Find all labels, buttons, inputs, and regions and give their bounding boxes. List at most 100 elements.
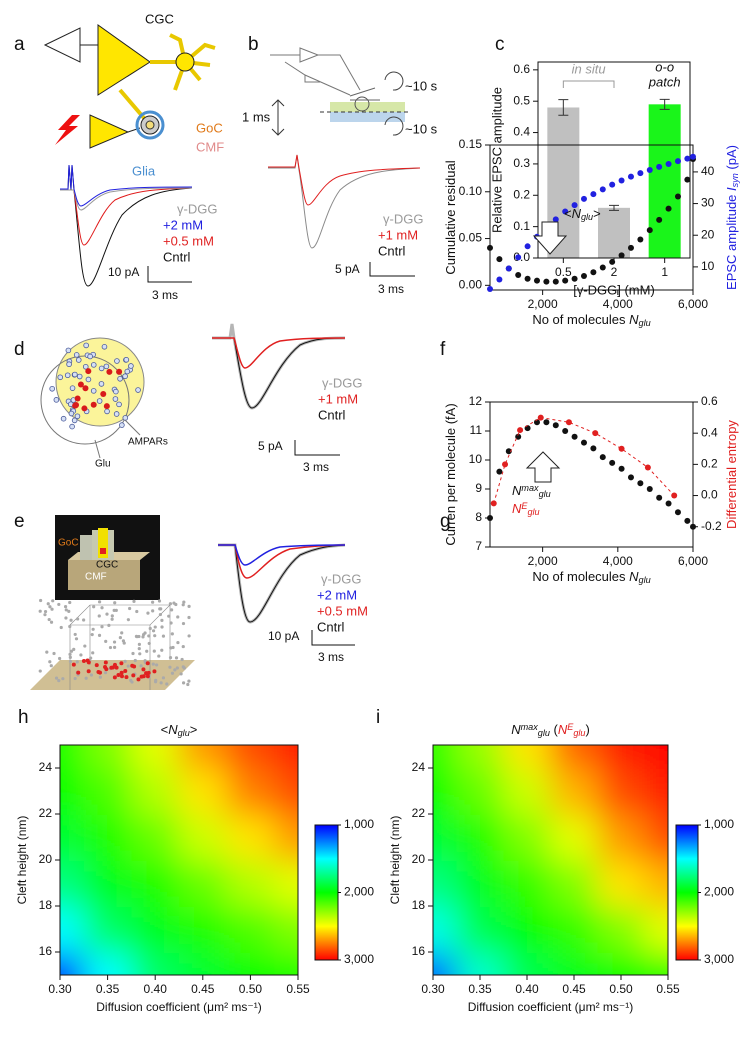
molecule <box>161 676 166 680</box>
receptor <box>82 385 89 392</box>
x-tick-label: 0.50 <box>609 982 633 996</box>
heatmap-cell <box>131 952 180 975</box>
molecule <box>87 353 93 360</box>
panel-letter: b <box>248 34 259 55</box>
molecule <box>130 680 134 684</box>
text-part: max <box>521 722 539 732</box>
molecule <box>45 650 49 654</box>
chart-title: <Nglu> <box>161 722 198 738</box>
molecule <box>174 656 179 660</box>
scale-bar <box>369 262 415 277</box>
y-tick-label: 0.2 <box>513 187 530 201</box>
molecule <box>48 660 52 664</box>
molecule <box>152 649 156 653</box>
text-part: > <box>593 206 601 221</box>
heatmap-cell <box>550 814 599 861</box>
scale-bar <box>311 630 355 646</box>
molecule <box>128 363 134 369</box>
panel-letter: c <box>495 34 505 55</box>
y2-tick-label: 20 <box>701 227 715 241</box>
point <box>590 269 597 276</box>
molecule <box>48 605 52 609</box>
y2-tick-label: 0.0 <box>701 488 718 502</box>
molecule <box>103 671 108 675</box>
text-part: ( <box>550 722 559 737</box>
trace <box>60 187 193 211</box>
cmf <box>68 560 140 590</box>
molecule <box>71 662 76 667</box>
receptor <box>100 390 107 397</box>
label: Glu <box>95 459 111 470</box>
y-tick-label: 20 <box>412 852 426 866</box>
molecule <box>151 600 155 604</box>
label: GoC <box>196 120 223 135</box>
error-bar <box>609 204 619 211</box>
point <box>637 480 644 487</box>
point <box>684 155 691 162</box>
point <box>637 170 644 177</box>
legend-text: Cntrl <box>318 407 346 422</box>
point <box>618 252 625 259</box>
heatmap-cell <box>597 952 646 975</box>
molecule <box>112 640 117 644</box>
molecule <box>76 617 80 621</box>
molecule <box>181 603 185 607</box>
molecule <box>113 645 117 649</box>
colorbar-tick-label: 1,000 <box>704 817 734 831</box>
neuron-outline <box>43 27 81 63</box>
patch <box>354 96 370 112</box>
point <box>656 216 663 223</box>
point <box>671 492 678 499</box>
soma <box>175 52 195 72</box>
y-tick-label: 0.00 <box>459 277 483 291</box>
receptor <box>103 403 110 410</box>
molecule <box>110 617 114 621</box>
pipette <box>349 87 380 101</box>
point <box>517 427 524 434</box>
heatmap-cell <box>503 860 552 907</box>
point <box>674 509 681 516</box>
legend-text: +2 mM <box>317 587 357 602</box>
x-axis-label: Diffusion coefficient (μm² ms⁻¹) <box>468 1000 634 1014</box>
molecule <box>135 387 141 393</box>
trace-fit <box>212 337 346 409</box>
heatmap-cell <box>597 860 646 907</box>
x-axis-label: No of molecules Nglu <box>532 312 650 328</box>
y-tick-label: 18 <box>39 898 53 912</box>
y-tick-label: 12 <box>469 394 483 408</box>
y-tick-label: 22 <box>39 806 53 820</box>
molecule <box>68 410 75 417</box>
point <box>552 278 559 285</box>
text-part: N <box>629 569 639 584</box>
molecule <box>139 674 144 679</box>
axes-frame <box>489 144 694 291</box>
molecule <box>49 385 55 392</box>
receptor <box>74 395 81 402</box>
pointer <box>124 419 141 436</box>
point <box>618 445 625 452</box>
molecule <box>49 664 53 668</box>
heatmap-cell <box>226 952 276 975</box>
heatmap-cell <box>433 745 458 769</box>
panel-letter: d <box>14 339 25 360</box>
legend-text: +1 mM <box>318 391 358 406</box>
legend-text: Cntrl <box>378 243 406 258</box>
text-part: N <box>512 501 522 516</box>
molecule <box>157 599 162 603</box>
molecule <box>187 679 191 683</box>
molecule <box>38 609 42 613</box>
molecule <box>98 381 105 387</box>
heatmap-cell <box>179 952 228 975</box>
panel-e: e GoC CGC CMF γ-DGG +2 mM +0.5 mM Cntrl … <box>14 511 368 690</box>
y2-tick-label: -0.2 <box>701 519 722 533</box>
molecule <box>64 608 68 612</box>
x-tick-label: 0.45 <box>191 982 215 996</box>
heatmap-cell <box>179 768 228 815</box>
heatmap-cell <box>226 768 276 815</box>
heatmap-cell <box>503 745 552 769</box>
heatmap-cell <box>550 768 599 815</box>
label: CGC <box>96 560 118 571</box>
point <box>524 243 531 250</box>
y-axis-label: Relative EPSC amplitude <box>489 87 504 233</box>
molecule <box>104 639 108 643</box>
